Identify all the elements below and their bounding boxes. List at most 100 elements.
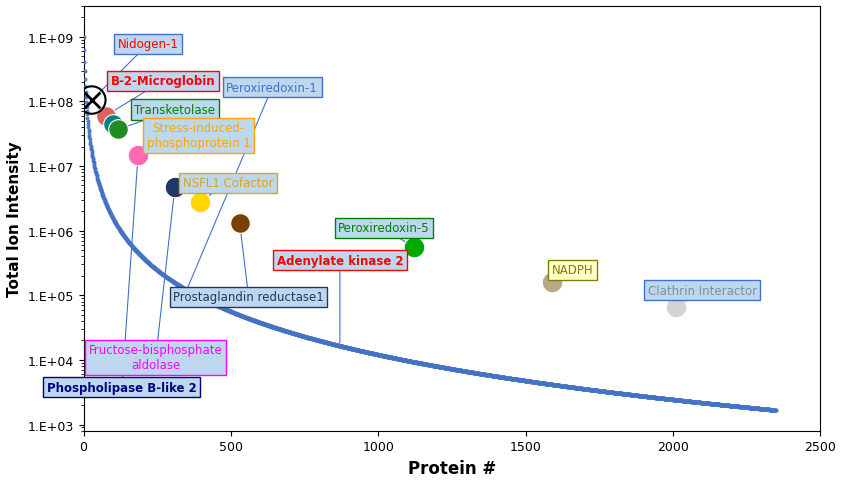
Point [152, 268, 165, 275]
Point [589, 387, 603, 394]
Point [744, 404, 757, 411]
Point [566, 384, 580, 392]
Point [365, 349, 379, 357]
Point [118, 234, 132, 242]
Point [553, 382, 566, 390]
Point [606, 389, 620, 396]
Point [189, 291, 202, 299]
Point [738, 403, 752, 411]
Point [621, 391, 635, 398]
Point [89, 167, 102, 175]
Point [702, 400, 716, 408]
Point [668, 396, 681, 404]
Point [628, 392, 642, 399]
Point [520, 377, 534, 385]
Point [736, 403, 749, 411]
Point [193, 294, 207, 302]
Point [497, 374, 510, 381]
Point [650, 394, 663, 402]
Point [78, 59, 91, 67]
Point [151, 267, 164, 274]
Point [633, 392, 647, 400]
Point [178, 285, 191, 293]
Point [617, 390, 631, 398]
Point [390, 355, 404, 363]
Point [508, 376, 522, 383]
Point [143, 261, 157, 269]
Point [692, 399, 706, 407]
Point [695, 399, 708, 407]
Point [652, 394, 666, 402]
Point [708, 400, 722, 408]
Point [491, 373, 505, 380]
Point [271, 325, 284, 333]
Point [283, 329, 297, 336]
Point [622, 391, 636, 398]
Point [237, 313, 250, 321]
Point [134, 252, 148, 260]
Point [111, 224, 125, 231]
Point [710, 400, 723, 408]
Point [191, 293, 205, 301]
Point [290, 331, 303, 338]
Point [176, 284, 190, 292]
Point [128, 246, 142, 254]
Point [170, 281, 184, 288]
Point [729, 403, 743, 410]
Point [323, 340, 336, 348]
Point [654, 394, 668, 402]
Point [168, 279, 181, 287]
Point [436, 363, 449, 371]
Point [164, 276, 177, 284]
Point [417, 360, 431, 368]
Point [236, 313, 250, 320]
Point [93, 182, 106, 189]
Point [94, 185, 107, 193]
Point [240, 314, 254, 322]
Point [93, 183, 106, 191]
Point [717, 401, 731, 409]
Point [236, 313, 250, 320]
Point [629, 392, 642, 399]
Point [583, 386, 596, 393]
Point [316, 338, 330, 346]
Point [702, 400, 716, 408]
Point [111, 126, 125, 134]
Point [582, 386, 595, 393]
Point [463, 368, 476, 376]
Point [361, 348, 374, 356]
Point [227, 309, 240, 317]
Point [123, 240, 137, 248]
Point [428, 363, 442, 370]
Point [269, 324, 282, 332]
Point [448, 366, 461, 374]
Point [564, 383, 577, 391]
Point [550, 381, 563, 389]
Point [134, 252, 148, 260]
Point [200, 297, 213, 304]
Point [145, 262, 158, 270]
Point [736, 403, 749, 411]
Point [679, 397, 692, 405]
Point [432, 363, 446, 371]
Point [467, 369, 481, 377]
Point [652, 394, 665, 402]
Point [119, 235, 132, 242]
Point [347, 346, 361, 353]
Point [549, 381, 562, 389]
Point [267, 324, 281, 332]
Point [226, 309, 239, 317]
Point [319, 339, 333, 347]
Point [339, 344, 352, 351]
Point [658, 395, 671, 403]
Point [166, 278, 180, 286]
Point [468, 369, 481, 377]
Point [698, 399, 711, 407]
Point [195, 294, 208, 302]
Point [272, 325, 286, 333]
Point [760, 406, 774, 413]
Point [767, 406, 781, 414]
Point [208, 301, 222, 309]
Point [236, 313, 250, 320]
Point [427, 362, 441, 370]
